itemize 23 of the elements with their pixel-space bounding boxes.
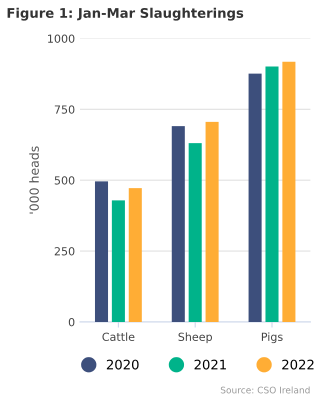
- bar: [128, 188, 142, 322]
- y-axis-title: '000 heads: [29, 146, 39, 214]
- bar: [282, 62, 296, 322]
- bar: [248, 74, 262, 322]
- x-tick-label: Pigs: [262, 332, 283, 344]
- y-tick-label: 500: [54, 176, 74, 185]
- bar: [172, 126, 185, 322]
- legend-label: 2020: [106, 360, 139, 370]
- source-note: Source: CSO Ireland: [220, 386, 310, 394]
- y-tick-label: 0: [68, 318, 74, 326]
- x-tick-label: Cattle: [102, 332, 134, 341]
- bar: [94, 181, 108, 322]
- bar: [206, 122, 219, 322]
- bar: [265, 66, 279, 322]
- y-tick-label: 250: [54, 247, 74, 256]
- y-tick-label: 1000: [48, 34, 74, 43]
- legend-label: 2021: [194, 360, 226, 370]
- y-tick-label: 750: [54, 105, 74, 114]
- chart-title: Figure 1: Jan-Mar Slaughterings: [8, 8, 244, 21]
- x-tick-label: Sheep: [178, 332, 212, 344]
- legend-label: 2022: [282, 360, 314, 370]
- bar: [112, 200, 125, 322]
- bar: [188, 143, 202, 322]
